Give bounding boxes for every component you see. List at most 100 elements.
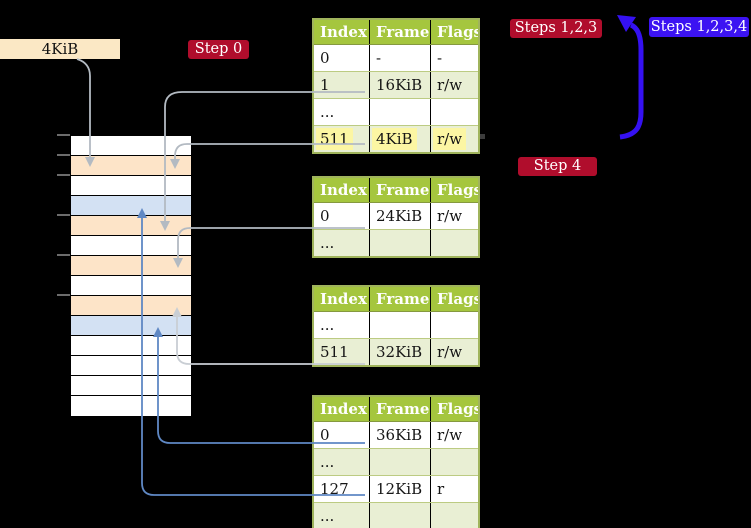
table-row: 0 24KiB r/w bbox=[314, 203, 478, 230]
memory-frame-row-white bbox=[71, 336, 191, 356]
column-header-frame: Frame bbox=[369, 287, 430, 311]
index-cell: 511 bbox=[314, 126, 369, 152]
flags-cell: r/w bbox=[430, 422, 478, 448]
table-row: 0 -- bbox=[314, 45, 478, 72]
table1-edge-nub bbox=[480, 134, 485, 139]
memory-frame-row-blue bbox=[71, 196, 191, 216]
frame-cell: 36KiB bbox=[369, 422, 430, 448]
address-tick bbox=[57, 134, 70, 136]
column-header-frame: Frame bbox=[369, 20, 430, 44]
column-header-frame: Frame bbox=[369, 178, 430, 202]
step0-badge: Step 0 bbox=[188, 40, 249, 59]
index-cell: 0 bbox=[320, 49, 330, 67]
page-table-step4: Index Frame Flags 0 36KiB r/w... 127 12KiB r... bbox=[312, 395, 480, 528]
flags-cell: r/w bbox=[430, 126, 478, 152]
memory-frame-row-orange bbox=[71, 216, 191, 236]
column-header-flags: Flags bbox=[430, 20, 478, 44]
frame-cell: 24KiB bbox=[369, 203, 430, 229]
page-table-step0: Index Frame Flags 0- -1 16KiB r/w... 511 4KiB r/w bbox=[312, 18, 480, 154]
memory-frame-row-white bbox=[71, 396, 191, 416]
memory-frame-row-orange bbox=[71, 156, 191, 176]
index-cell: ... bbox=[320, 453, 335, 471]
frame-cell: 16KiB bbox=[369, 72, 430, 98]
table-row: ... bbox=[314, 503, 478, 528]
column-header-index: Index bbox=[320, 181, 367, 199]
memory-frame-row-blue bbox=[71, 316, 191, 336]
memory-frame-row-white bbox=[71, 136, 191, 156]
memory-frame-row-orange bbox=[71, 256, 191, 276]
table-row: 0 36KiB r/w bbox=[314, 422, 478, 449]
table-header-row: Index Frame Flags bbox=[314, 287, 478, 312]
address-tick bbox=[57, 174, 70, 176]
column-header-index: Index bbox=[320, 400, 367, 418]
index-cell: 127 bbox=[320, 480, 349, 498]
flags-cell: - bbox=[430, 45, 478, 71]
steps123-badge: Steps 1,2,3 bbox=[510, 19, 602, 38]
frame-cell: 32KiB bbox=[369, 339, 430, 365]
frame-cell bbox=[369, 449, 430, 475]
memory-frame-row-white bbox=[71, 236, 191, 256]
index-cell: ... bbox=[320, 234, 335, 252]
frame-cell: 4KiB bbox=[369, 126, 430, 152]
column-header-frame: Frame bbox=[369, 397, 430, 421]
frame-size-label: 4KiB bbox=[0, 39, 120, 59]
flags-cell bbox=[430, 99, 478, 125]
frame-cell bbox=[369, 99, 430, 125]
table-header-row: Index Frame Flags bbox=[314, 397, 478, 422]
page-table-a: Index Frame Flags 0 24KiB r/w... bbox=[312, 176, 480, 258]
index-cell: 0 bbox=[320, 426, 330, 444]
index-cell: ... bbox=[320, 103, 335, 121]
frame-cell: - bbox=[369, 45, 430, 71]
column-header-flags: Flags bbox=[430, 397, 478, 421]
column-header-index: Index bbox=[320, 290, 367, 308]
steps-loop-arrow bbox=[619, 22, 644, 140]
flags-cell bbox=[430, 312, 478, 338]
table-row: ... bbox=[314, 312, 478, 339]
index-cell: 1 bbox=[320, 76, 330, 94]
frame-cell: 12KiB bbox=[369, 476, 430, 502]
table-row: 511 4KiB r/w bbox=[314, 126, 478, 152]
flags-cell: r/w bbox=[430, 203, 478, 229]
address-tick bbox=[57, 294, 70, 296]
steps1234-badge: Steps 1,2,3,4 bbox=[649, 17, 749, 37]
memory-frame-row-orange bbox=[71, 296, 191, 316]
flags-cell bbox=[430, 503, 478, 528]
memory-frame-row-white bbox=[71, 176, 191, 196]
flags-cell bbox=[430, 230, 478, 256]
highlighted-value: r/w bbox=[433, 128, 467, 150]
index-cell: ... bbox=[320, 316, 335, 334]
column-header-flags: Flags bbox=[430, 287, 478, 311]
flags-cell: r bbox=[430, 476, 478, 502]
index-cell: ... bbox=[320, 507, 335, 525]
column-header-index: Index bbox=[320, 23, 367, 41]
address-tick bbox=[57, 254, 70, 256]
memory-frame-row-white bbox=[71, 376, 191, 396]
steps-loop-arrowhead bbox=[617, 15, 636, 32]
index-cell: 511 bbox=[320, 343, 349, 361]
table-row: 511 32KiB r/w bbox=[314, 339, 478, 365]
table-row: ... bbox=[314, 99, 478, 126]
memory-frame-row-white bbox=[71, 276, 191, 296]
table-row: ... bbox=[314, 449, 478, 476]
column-header-flags: Flags bbox=[430, 178, 478, 202]
memory-frame-row-white bbox=[71, 356, 191, 376]
table-header-row: Index Frame Flags bbox=[314, 20, 478, 45]
highlighted-value: 4KiB bbox=[372, 128, 417, 150]
table-header-row: Index Frame Flags bbox=[314, 178, 478, 203]
table-row: 1 16KiB r/w bbox=[314, 72, 478, 99]
flags-cell: r/w bbox=[430, 72, 478, 98]
flags-cell bbox=[430, 449, 478, 475]
frame-cell bbox=[369, 230, 430, 256]
flags-cell: r/w bbox=[430, 339, 478, 365]
frame-cell bbox=[369, 312, 430, 338]
table-row: 127 12KiB r bbox=[314, 476, 478, 503]
physical-memory-stack bbox=[70, 135, 192, 417]
page-table-b: Index Frame Flags... 511 32KiB r/w bbox=[312, 285, 480, 367]
address-tick bbox=[57, 154, 70, 156]
address-tick bbox=[57, 214, 70, 216]
frame-cell bbox=[369, 503, 430, 528]
index-cell: 0 bbox=[320, 207, 330, 225]
highlighted-value: 511 bbox=[316, 128, 353, 150]
step4-badge: Step 4 bbox=[518, 157, 597, 176]
